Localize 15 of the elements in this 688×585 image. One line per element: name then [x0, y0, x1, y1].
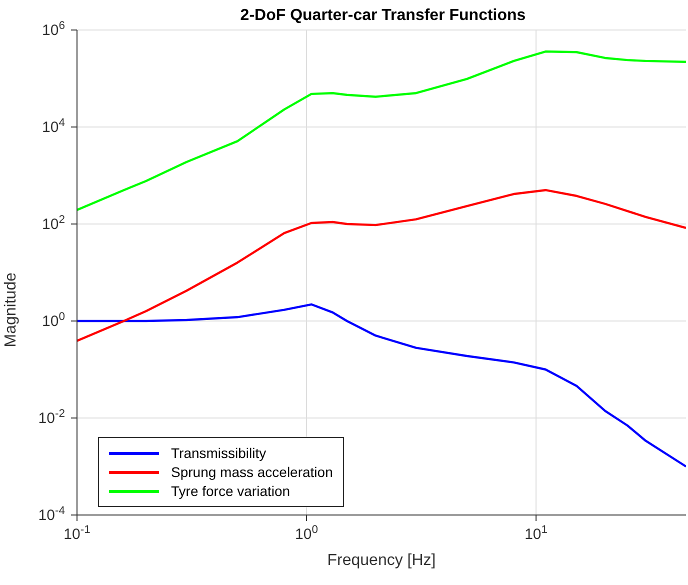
legend-label: Tyre force variation	[171, 483, 290, 499]
y-tick-label: 10$^{-4}$	[38, 505, 65, 524]
y-tick-label: 10$^{-2}$	[38, 408, 65, 427]
y-tick-label: 10$^{2}$	[42, 214, 65, 233]
chart-title: 2-DoF Quarter-car Transfer Functions	[240, 7, 526, 24]
x-axis-title: Frequency [Hz]	[327, 552, 436, 569]
y-axis-title: Magnitude	[2, 272, 20, 348]
x-tick-label: 10$^{-1}$	[64, 524, 90, 543]
y-tick-label: 10$^{0}$	[42, 311, 65, 330]
x-tick-label: 10$^{0}$	[295, 524, 318, 543]
y-tick-label: 10$^{4}$	[42, 117, 65, 136]
legend-label: Sprung mass acceleration	[171, 464, 333, 480]
legend-label: Transmissibility	[171, 445, 266, 461]
x-tick-label: 10$^{1}$	[524, 524, 548, 543]
y-tick-label: 10$^{6}$	[42, 20, 65, 39]
